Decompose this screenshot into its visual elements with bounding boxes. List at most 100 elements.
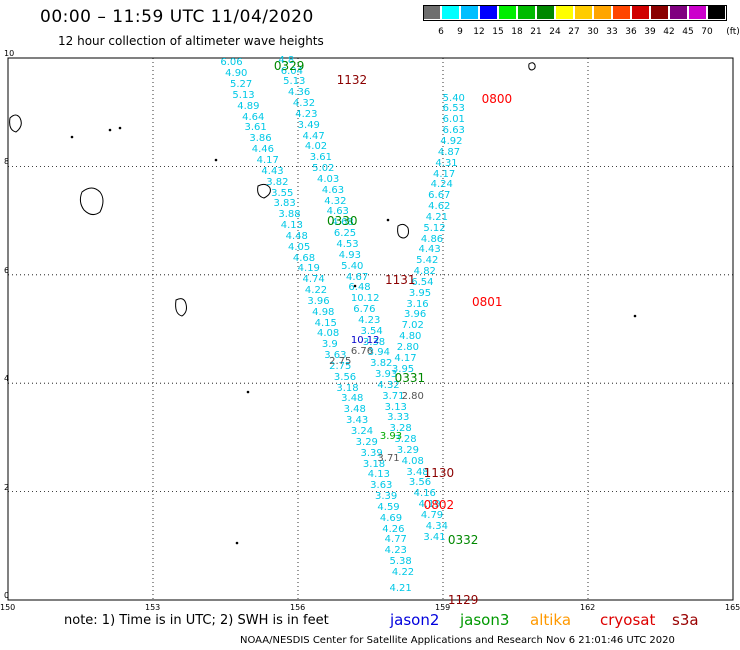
colorbar-tick: 6 bbox=[438, 27, 444, 37]
wave-height-value: 4.63 bbox=[326, 206, 349, 218]
wave-height-value: 3.95 bbox=[391, 363, 415, 375]
island-dot bbox=[386, 218, 390, 222]
y-tick-label: 10 bbox=[4, 49, 15, 58]
wave-height-value: 6.53 bbox=[442, 103, 465, 115]
colorbar-tick: 18 bbox=[511, 27, 523, 37]
colorbar-tick: 12 bbox=[473, 27, 485, 37]
island-dot bbox=[246, 390, 250, 394]
wave-height-value: 3.48 bbox=[343, 404, 366, 416]
island-dot bbox=[353, 284, 357, 288]
wave-height-value: 4.53 bbox=[336, 238, 359, 250]
wave-height-value: 4.59 bbox=[377, 501, 400, 513]
wave-height-value: 4.98 bbox=[312, 306, 335, 318]
satellite-legend-s3a: s3a bbox=[672, 611, 699, 629]
wave-height-value: 4.05 bbox=[288, 241, 311, 253]
colorbar-frame bbox=[423, 5, 727, 21]
wave-height-value: 3.83 bbox=[273, 198, 296, 210]
pass-time-label: 1130 bbox=[423, 465, 455, 480]
wave-height-value: 3.94 bbox=[367, 347, 391, 359]
wave-height-value: 4.31 bbox=[435, 157, 458, 169]
island-dot bbox=[214, 158, 218, 162]
colorbar-swatch bbox=[594, 5, 611, 19]
wave-height-value: 6.25 bbox=[333, 228, 357, 240]
wave-height-value: 4.34 bbox=[425, 520, 449, 532]
colorbar-tick: 24 bbox=[549, 27, 561, 37]
wave-height-value: 3.13 bbox=[384, 401, 407, 413]
wave-height-value: 4.82 bbox=[413, 266, 436, 278]
wave-height-value: 6.54 bbox=[411, 276, 434, 288]
wave-height-value: 5.13 bbox=[232, 89, 255, 101]
wave-height-value: 3.93 bbox=[375, 369, 398, 381]
wave-height-value: 2.75 bbox=[329, 355, 352, 367]
wave-height-value: 3.95 bbox=[408, 287, 432, 299]
wave-height-value: 4.46 bbox=[251, 144, 275, 156]
x-tick-label: 150 bbox=[0, 603, 16, 612]
wave-height-value: 4.80 bbox=[399, 331, 422, 343]
island-dot bbox=[633, 314, 637, 318]
pass-time-label: 0332 bbox=[447, 533, 479, 548]
wave-height-value: 3.61 bbox=[244, 122, 267, 134]
wave-height-value: 4.32 bbox=[377, 379, 400, 391]
wave-height-value: 5.27 bbox=[230, 79, 253, 91]
wave-height-value: 4.43 bbox=[261, 165, 284, 177]
wave-height-value: 3.39 bbox=[360, 447, 383, 459]
wave-height-value: 2.80 bbox=[401, 390, 424, 402]
wave-height-value: 3.71 bbox=[377, 453, 400, 465]
satellite-legend-jason3: jason3 bbox=[460, 611, 510, 629]
colorbar-tick: 39 bbox=[644, 27, 656, 37]
y-tick-label: 6 bbox=[4, 265, 10, 275]
wave-height-value: 6.48 bbox=[348, 282, 371, 294]
wave-height-value: 4.02 bbox=[304, 141, 328, 153]
wave-height-value: 3.63 bbox=[370, 480, 393, 492]
map-subtitle: 12 hour collection of altimeter wave hei… bbox=[58, 34, 324, 48]
x-tick-label: 162 bbox=[580, 603, 596, 612]
wave-height-value: 3.28 bbox=[394, 434, 417, 446]
colorbar-swatch bbox=[423, 5, 440, 19]
island-outline bbox=[397, 223, 409, 239]
y-tick-label: 0 bbox=[4, 591, 10, 600]
wave-height-value: 3.18 bbox=[336, 382, 359, 394]
wave-height-value: 6.06 bbox=[220, 57, 243, 69]
wave-height-value: 4.32 bbox=[324, 195, 347, 207]
wave-height-value: 3.96 bbox=[307, 295, 330, 307]
colorbar-tick: 15 bbox=[492, 27, 504, 37]
wave-height-value: 4.16 bbox=[413, 488, 436, 500]
wave-height-value: 6.76 bbox=[350, 345, 374, 357]
colorbar-tick: 36 bbox=[625, 27, 637, 37]
wave-height-value: 4.15 bbox=[314, 317, 337, 329]
wave-height-value: 3.48 bbox=[406, 466, 429, 478]
island-dot bbox=[108, 128, 112, 132]
wave-height-value: 4.22 bbox=[391, 566, 415, 578]
satellite-legend-altika: altika bbox=[530, 611, 572, 629]
wave-height-value: 2.75 bbox=[329, 360, 352, 372]
wave-height-value: 4.68 bbox=[292, 252, 316, 264]
wave-height-value: 4.13 bbox=[280, 220, 304, 232]
y-tick-label: 8 bbox=[4, 157, 10, 167]
wave-height-value: 4.24 bbox=[430, 179, 453, 191]
wave-height-value: 6.67 bbox=[428, 190, 451, 202]
wave-height-value: 3.49 bbox=[297, 119, 320, 131]
colorbar-swatch bbox=[575, 5, 592, 19]
wave-height-value: 3.93 bbox=[379, 431, 403, 443]
colorbar-tick: 21 bbox=[530, 27, 542, 37]
wave-height-value: 3.41 bbox=[423, 531, 446, 543]
x-tick-label: 165 bbox=[725, 603, 740, 612]
colorbar-swatch bbox=[518, 5, 535, 19]
wave-height-value: 3.54 bbox=[360, 325, 383, 337]
wave-height-value: 4.63 bbox=[321, 184, 345, 196]
wave-height-value: 3.9 bbox=[321, 339, 338, 351]
pass-time-label: 1129 bbox=[447, 593, 479, 607]
wave-height-value: 4.19 bbox=[297, 263, 320, 275]
pass-time-label: 0331 bbox=[394, 370, 426, 385]
wave-height-value: 4.67 bbox=[346, 271, 369, 283]
wave-height-value: 4.90 bbox=[225, 68, 248, 80]
wave-height-value: 5.13 bbox=[283, 76, 306, 88]
wave-height-value: 3.82 bbox=[266, 176, 289, 188]
pass-time-label: 0802 bbox=[423, 498, 455, 513]
island-outline bbox=[175, 298, 187, 317]
wave-height-value: 4.87 bbox=[437, 146, 461, 158]
wave-height-value: 5.38 bbox=[389, 556, 412, 568]
wave-height-value: 5.40 bbox=[341, 260, 364, 272]
wave-height-value: 6.04 bbox=[280, 65, 304, 77]
